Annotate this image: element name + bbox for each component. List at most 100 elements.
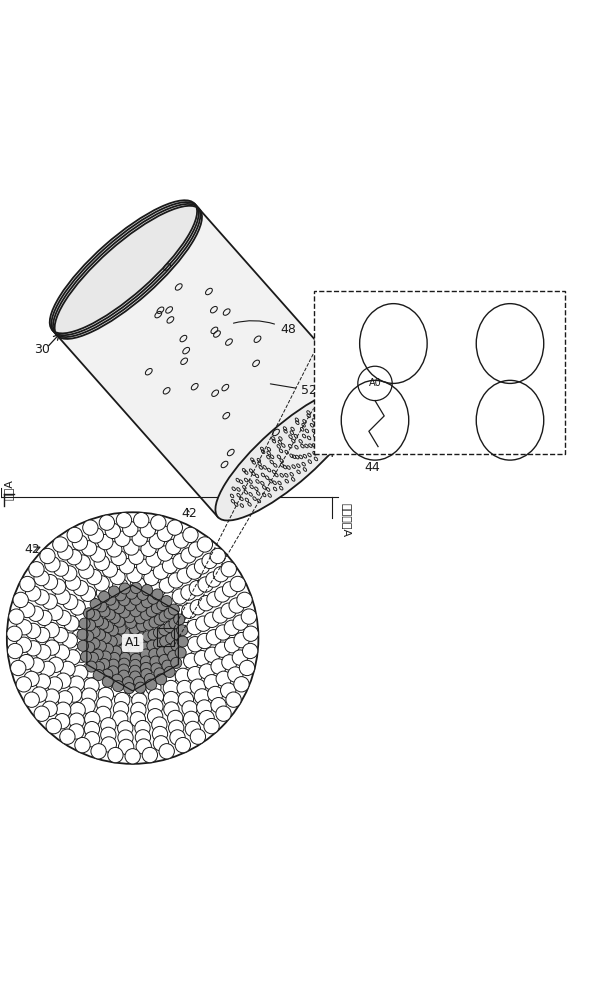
Circle shape	[160, 627, 175, 642]
Circle shape	[84, 642, 95, 653]
Circle shape	[108, 747, 123, 763]
Circle shape	[94, 555, 109, 570]
Circle shape	[108, 659, 119, 670]
Circle shape	[211, 659, 226, 674]
Circle shape	[82, 520, 98, 535]
Circle shape	[137, 632, 148, 643]
Text: A0: A0	[368, 378, 381, 388]
Circle shape	[147, 669, 162, 684]
Circle shape	[141, 597, 153, 608]
Circle shape	[119, 628, 130, 639]
Circle shape	[177, 680, 192, 696]
Circle shape	[95, 675, 110, 690]
Circle shape	[215, 642, 230, 657]
Circle shape	[100, 651, 111, 662]
Circle shape	[96, 601, 107, 612]
Circle shape	[65, 650, 81, 665]
Circle shape	[105, 609, 115, 620]
Circle shape	[131, 632, 142, 643]
Circle shape	[85, 620, 96, 631]
Circle shape	[230, 576, 245, 592]
Text: 参见视图A: 参见视图A	[341, 503, 351, 537]
Circle shape	[95, 629, 106, 640]
Circle shape	[64, 616, 79, 631]
Circle shape	[97, 585, 112, 600]
Ellipse shape	[50, 200, 197, 333]
Circle shape	[159, 611, 170, 622]
Circle shape	[103, 592, 118, 607]
Circle shape	[91, 744, 106, 759]
Ellipse shape	[215, 387, 363, 521]
Circle shape	[177, 636, 188, 647]
Circle shape	[108, 666, 119, 677]
Circle shape	[111, 550, 126, 566]
Circle shape	[7, 512, 258, 764]
Circle shape	[119, 652, 130, 663]
Circle shape	[69, 676, 84, 691]
Circle shape	[20, 602, 35, 618]
Circle shape	[73, 580, 89, 596]
Circle shape	[221, 603, 236, 618]
Circle shape	[17, 620, 32, 635]
Circle shape	[93, 616, 108, 631]
Circle shape	[118, 670, 129, 681]
Circle shape	[88, 528, 103, 543]
Circle shape	[159, 578, 175, 593]
Circle shape	[70, 600, 85, 615]
Circle shape	[147, 640, 158, 651]
Circle shape	[151, 663, 162, 674]
Circle shape	[146, 679, 157, 690]
Text: 44: 44	[364, 461, 380, 474]
Circle shape	[204, 718, 219, 734]
Circle shape	[101, 737, 116, 752]
Circle shape	[55, 589, 70, 604]
Text: A1: A1	[124, 636, 141, 649]
Circle shape	[206, 572, 221, 587]
Circle shape	[159, 744, 175, 759]
Circle shape	[119, 658, 130, 669]
Circle shape	[126, 588, 137, 599]
Circle shape	[135, 720, 150, 736]
Circle shape	[216, 671, 231, 686]
Circle shape	[168, 651, 179, 662]
Circle shape	[164, 666, 175, 678]
Circle shape	[241, 609, 256, 624]
Circle shape	[215, 625, 231, 640]
Circle shape	[124, 683, 135, 694]
Circle shape	[44, 640, 60, 655]
Circle shape	[95, 641, 106, 652]
Circle shape	[194, 559, 210, 574]
Circle shape	[109, 652, 120, 664]
Circle shape	[153, 638, 164, 649]
Circle shape	[10, 660, 26, 676]
Circle shape	[86, 661, 97, 672]
Circle shape	[56, 673, 71, 688]
Circle shape	[239, 660, 255, 676]
Circle shape	[149, 617, 160, 628]
Circle shape	[157, 645, 172, 660]
Circle shape	[137, 588, 152, 603]
Circle shape	[199, 596, 214, 611]
Circle shape	[190, 679, 205, 694]
Circle shape	[87, 652, 98, 663]
Circle shape	[32, 687, 47, 702]
Circle shape	[159, 654, 170, 666]
Circle shape	[25, 586, 41, 601]
Circle shape	[70, 702, 85, 718]
Circle shape	[154, 614, 165, 625]
Circle shape	[208, 686, 223, 702]
Circle shape	[130, 582, 141, 594]
Circle shape	[90, 634, 105, 649]
Circle shape	[82, 663, 97, 678]
Circle shape	[206, 630, 221, 645]
Circle shape	[129, 684, 144, 699]
Circle shape	[197, 633, 212, 649]
Circle shape	[119, 559, 135, 574]
Circle shape	[34, 706, 49, 721]
Circle shape	[181, 585, 196, 600]
Circle shape	[213, 567, 229, 582]
Text: 42: 42	[181, 507, 197, 520]
Circle shape	[115, 623, 126, 634]
Circle shape	[90, 547, 105, 562]
Circle shape	[162, 660, 173, 671]
